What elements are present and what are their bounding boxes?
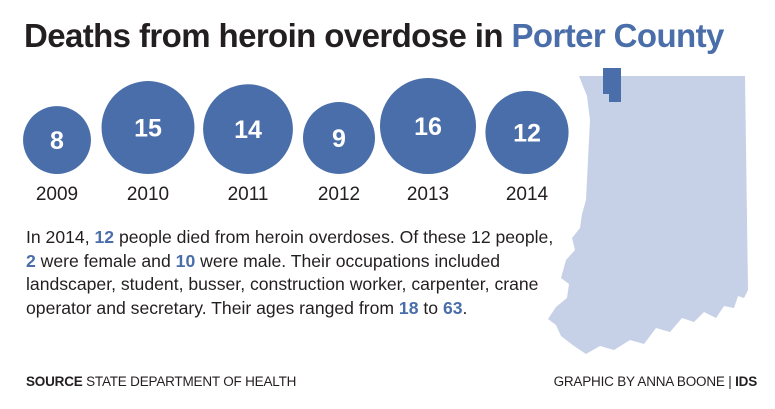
bubble-2012 xyxy=(303,102,375,174)
bubble-value-label: 9 xyxy=(332,125,346,153)
female-count-number: 2 xyxy=(26,250,36,271)
credit-text: GRAPHIC BY ANNA BOONE | xyxy=(553,374,736,389)
graphic-credit: GRAPHIC BY ANNA BOONE | IDS xyxy=(553,374,758,389)
year-label: 2014 xyxy=(506,184,549,205)
bubble-2010 xyxy=(101,81,195,174)
title-main: Deaths from heroin overdose in xyxy=(24,17,504,54)
summary-text: In 2014, xyxy=(26,227,95,247)
year-label: 2010 xyxy=(127,184,169,205)
source-text: STATE DEPARTMENT OF HEALTH xyxy=(82,374,297,389)
bubble-2013 xyxy=(380,78,476,174)
summary-paragraph: In 2014, 12 people died from heroin over… xyxy=(26,226,566,320)
summary-text: . xyxy=(462,297,468,318)
summary-text: to xyxy=(418,297,443,318)
chart-title: Deaths from heroin overdose in Porter Co… xyxy=(24,12,764,60)
year-label: 2011 xyxy=(228,184,269,205)
year-label: 2012 xyxy=(318,184,360,205)
min-age-number: 18 xyxy=(398,297,419,318)
summary-text: were female and xyxy=(35,250,176,271)
bubble-2014 xyxy=(485,90,569,174)
bubble-2011 xyxy=(203,84,293,174)
year-label: 2013 xyxy=(407,184,449,205)
bubble-2009 xyxy=(23,106,91,174)
title-highlight: Porter County xyxy=(511,17,725,54)
bubble-value-label: 15 xyxy=(134,115,162,143)
source-credit: SOURCE STATE DEPARTMENT OF HEALTH xyxy=(26,374,296,389)
year-label: 2009 xyxy=(36,184,78,205)
summary-text: were male. Their occupations included la… xyxy=(26,250,539,318)
bubble-value-label: 14 xyxy=(234,116,262,144)
bubble-value-label: 12 xyxy=(513,119,541,147)
bubble-value-label: 16 xyxy=(414,113,442,141)
max-age-number: 63 xyxy=(442,297,463,318)
male-count-number: 10 xyxy=(175,250,196,271)
summary-text: people died from heroin overdoses. Of th… xyxy=(114,227,554,247)
indiana-state-shape xyxy=(548,76,748,354)
source-label: SOURCE xyxy=(26,374,83,389)
credit-org: IDS xyxy=(735,374,757,389)
porter-county-highlight xyxy=(603,68,621,102)
bubble-value-label: 8 xyxy=(50,127,64,155)
total-deaths-number: 12 xyxy=(94,227,115,247)
